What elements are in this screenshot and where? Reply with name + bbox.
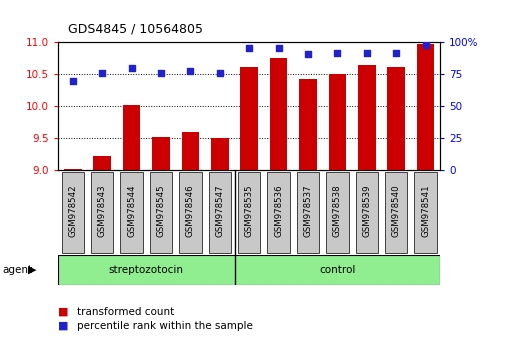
Bar <box>123 105 140 170</box>
Point <box>186 68 194 73</box>
FancyBboxPatch shape <box>179 172 201 253</box>
Bar <box>64 169 81 170</box>
Text: GSM978543: GSM978543 <box>97 184 107 237</box>
Point <box>69 78 77 84</box>
Text: GSM978547: GSM978547 <box>215 184 224 237</box>
Text: GSM978544: GSM978544 <box>127 184 136 237</box>
FancyBboxPatch shape <box>149 172 172 253</box>
Point <box>215 70 223 76</box>
FancyBboxPatch shape <box>91 172 113 253</box>
Text: GSM978541: GSM978541 <box>420 184 429 237</box>
Text: GSM978539: GSM978539 <box>362 184 371 237</box>
Text: control: control <box>319 265 355 275</box>
Bar <box>240 67 258 170</box>
Text: transformed count: transformed count <box>77 307 174 316</box>
Point <box>245 45 253 50</box>
Text: GSM978540: GSM978540 <box>391 184 400 237</box>
FancyBboxPatch shape <box>326 172 348 253</box>
Point <box>391 50 399 56</box>
FancyBboxPatch shape <box>414 172 436 253</box>
Point <box>274 45 282 50</box>
Point <box>157 70 165 76</box>
Point <box>304 51 312 57</box>
FancyBboxPatch shape <box>296 172 319 253</box>
Bar <box>93 156 111 170</box>
Bar <box>181 132 199 170</box>
Bar <box>357 65 375 170</box>
Text: ■: ■ <box>58 307 69 316</box>
Point <box>421 42 429 48</box>
FancyBboxPatch shape <box>355 172 377 253</box>
Bar <box>269 58 287 170</box>
Text: percentile rank within the sample: percentile rank within the sample <box>77 321 253 331</box>
FancyBboxPatch shape <box>384 172 407 253</box>
Text: GSM978538: GSM978538 <box>332 184 341 237</box>
Point <box>98 70 106 76</box>
Bar <box>152 137 170 170</box>
Text: GSM978546: GSM978546 <box>185 184 194 237</box>
FancyBboxPatch shape <box>62 172 84 253</box>
FancyBboxPatch shape <box>267 172 289 253</box>
Point <box>127 65 135 71</box>
Text: ■: ■ <box>58 321 69 331</box>
Text: GSM978536: GSM978536 <box>274 184 282 237</box>
Text: streptozotocin: streptozotocin <box>109 265 183 275</box>
Bar <box>211 138 228 170</box>
Text: GSM978537: GSM978537 <box>303 184 312 237</box>
Text: GSM978545: GSM978545 <box>156 184 165 237</box>
Text: agent: agent <box>3 265 33 275</box>
Point <box>362 50 370 56</box>
Bar <box>328 74 345 170</box>
Point <box>333 50 341 56</box>
Bar <box>416 44 433 170</box>
Text: GDS4845 / 10564805: GDS4845 / 10564805 <box>68 22 203 35</box>
Text: ▶: ▶ <box>28 265 36 275</box>
Bar <box>386 67 404 170</box>
Bar <box>298 79 316 170</box>
Text: GSM978542: GSM978542 <box>68 184 77 237</box>
FancyBboxPatch shape <box>120 172 142 253</box>
FancyBboxPatch shape <box>208 172 230 253</box>
Text: GSM978535: GSM978535 <box>244 184 253 237</box>
FancyBboxPatch shape <box>237 172 260 253</box>
